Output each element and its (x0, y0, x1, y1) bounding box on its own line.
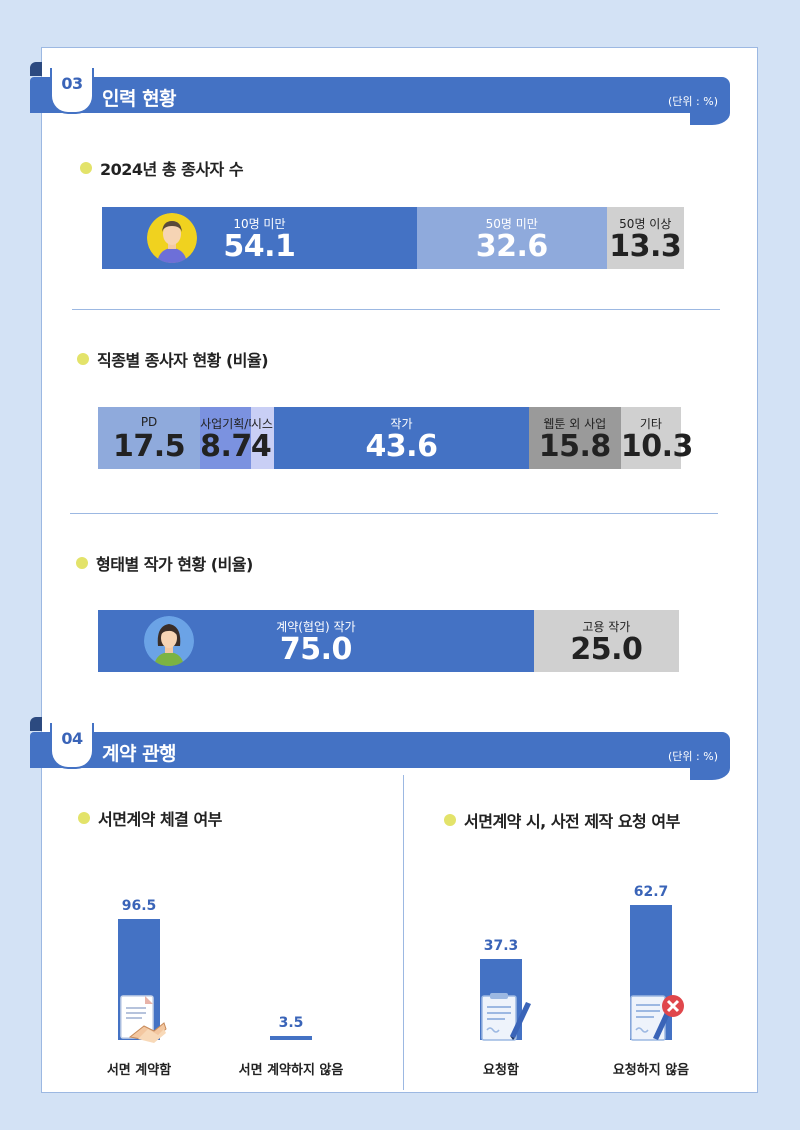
segment-value: 32.6 (475, 229, 549, 264)
subhead: 서면계약 시, 사전 제작 요청 여부 (444, 808, 680, 832)
bar-segment: 10명 미만 54.1 (102, 207, 417, 269)
subhead-text: 직종별 종사자 현황 (비율) (97, 351, 269, 370)
bar-category-label: 서면 계약함 (106, 1063, 172, 1078)
banner-curl (30, 62, 42, 76)
bullet-icon (444, 814, 456, 826)
section-banner (30, 732, 730, 780)
subhead-text: 형태별 작가 현황 (비율) (96, 555, 253, 574)
segment-value: 10.3 (620, 429, 694, 464)
unit-label: (단위 : %) (668, 750, 718, 763)
male-avatar-icon (147, 213, 197, 263)
segment-label: 계약(협업) 작가 (276, 620, 356, 634)
subhead: 2024년 총 종사자 수 (80, 156, 244, 180)
banner-tail (690, 768, 730, 780)
segment-value: 43.6 (365, 429, 438, 464)
divider (72, 309, 720, 310)
subhead: 서면계약 체결 여부 (78, 806, 222, 830)
subhead-text: 서면계약 체결 여부 (98, 810, 222, 829)
banner-curl (30, 717, 42, 731)
segment-label: 기타 (639, 417, 662, 431)
section-banner (30, 77, 730, 125)
bar-category-label: 서면 계약하지 않음 (238, 1063, 344, 1078)
contract-handshake-icon (118, 993, 168, 1049)
bar-segment: 50명 미만 32.6 (416, 207, 607, 269)
segment-value: 75.0 (279, 632, 353, 667)
bar-value-label: 62.7 (633, 883, 669, 900)
segment-value: 8.7 (200, 429, 252, 464)
segment-label: 작가 (390, 417, 413, 431)
segment-label: 50명 미만 (485, 217, 538, 231)
female-avatar-icon (144, 616, 194, 666)
bullet-icon (78, 812, 90, 824)
subhead: 형태별 작가 현황 (비율) (76, 551, 253, 575)
document-pen-icon (480, 992, 532, 1046)
bullet-icon (76, 557, 88, 569)
bar-segment: 고용 작가 25.0 (533, 610, 679, 672)
divider (70, 513, 718, 514)
document-rejected-icon (629, 994, 685, 1048)
segment-label: 10명 미만 (233, 217, 286, 231)
section-title: 계약 관행 (102, 743, 177, 765)
bar (270, 1035, 312, 1040)
stacked-bar-employees: 10명 미만 54.1 50명 미만 32.6 50명 이상 13.3 (102, 207, 684, 269)
column-divider (403, 775, 404, 1090)
bullet-icon (77, 353, 89, 365)
bullet-icon (80, 162, 92, 174)
segment-label: 50명 이상 (619, 217, 672, 231)
section-number: 04 (61, 729, 83, 748)
segment-label: PD (140, 415, 158, 429)
bar-segment: 시스템 관련4.0 (250, 407, 310, 469)
segment-value: 4.0 (251, 429, 303, 464)
bar-segment: 작가 43.6 (274, 407, 529, 469)
bar-segment: 사업기획/마케팅 8.7 (200, 407, 281, 469)
segment-label: 고용 작가 (582, 620, 631, 634)
segment-value: 54.1 (223, 229, 296, 264)
segment-value: 13.3 (609, 229, 682, 264)
segment-label: 웹툰 외 사업 (543, 417, 607, 431)
bar-segment: 기타 10.3 (620, 407, 694, 469)
segment-value: 15.8 (538, 429, 612, 464)
bar-value-label: 37.3 (483, 938, 519, 955)
bar-category-label: 요청하지 않음 (612, 1063, 690, 1078)
bar-category-label: 요청함 (483, 1063, 519, 1078)
bar-value-label: 96.5 (121, 898, 157, 915)
section-number-badge: 03 (50, 68, 94, 114)
section-title: 인력 현황 (102, 88, 177, 110)
subhead-text: 2024년 총 종사자 수 (100, 160, 244, 179)
segment-value: 17.5 (113, 429, 186, 464)
section-number: 03 (61, 74, 83, 93)
banner-tail (690, 113, 730, 125)
subhead-text: 서면계약 시, 사전 제작 요청 여부 (464, 812, 680, 831)
section-number-badge: 04 (50, 723, 94, 769)
unit-label: (단위 : %) (668, 95, 718, 108)
segment-value: 25.0 (570, 632, 643, 667)
bar-segment: 웹툰 외 사업 15.8 (528, 407, 621, 469)
subhead: 직종별 종사자 현황 (비율) (77, 347, 269, 371)
bar-value-label: 3.5 (278, 1014, 304, 1031)
bar-segment: PD 17.5 (98, 407, 201, 469)
bar-segment: 50명 이상 13.3 (606, 207, 684, 269)
